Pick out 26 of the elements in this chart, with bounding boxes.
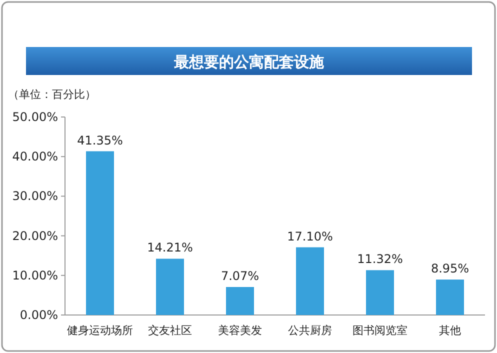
x-tick-label: 交友社区 — [148, 324, 192, 337]
x-tick-label: 其他 — [439, 324, 461, 337]
y-tick-label: 40.00% — [12, 150, 58, 164]
bar — [366, 270, 394, 315]
bar — [296, 247, 324, 315]
y-tick-label: 10.00% — [12, 268, 58, 282]
data-label: 11.32% — [357, 252, 403, 266]
bar — [86, 151, 114, 315]
chart-title: 最想要的公寓配套设施 — [173, 53, 325, 71]
bar — [226, 287, 254, 315]
data-label: 14.21% — [147, 240, 193, 255]
x-tick-label: 图书阅览室 — [352, 324, 408, 337]
y-tick-label: 20.00% — [12, 228, 58, 243]
x-tick-label: 美容美发 — [218, 324, 262, 337]
data-label: 17.10% — [287, 229, 333, 244]
x-tick-label: 公共厨房 — [288, 324, 332, 337]
bar — [156, 258, 184, 315]
data-label: 8.95% — [430, 262, 470, 276]
x-tick-label: 健身运动场所 — [67, 324, 133, 337]
data-label: 41.35% — [77, 133, 123, 148]
y-tick-label: 50.00% — [12, 110, 58, 124]
bar — [436, 280, 464, 315]
data-label: 7.07% — [220, 269, 260, 284]
y-tick-label: 30.00% — [12, 189, 58, 204]
text: （单位：百分比） — [8, 88, 96, 101]
y-tick-label: 0.00% — [20, 308, 58, 322]
